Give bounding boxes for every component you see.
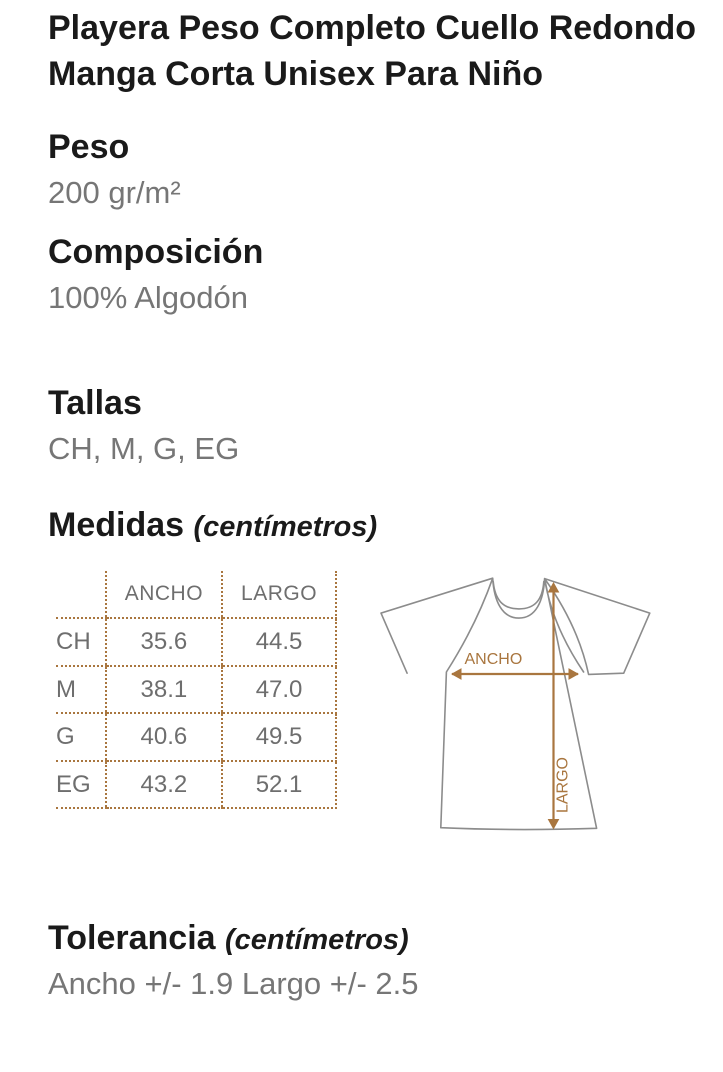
svg-text:ANCHO: ANCHO <box>465 651 523 668</box>
svg-text:LARGO: LARGO <box>555 757 572 813</box>
